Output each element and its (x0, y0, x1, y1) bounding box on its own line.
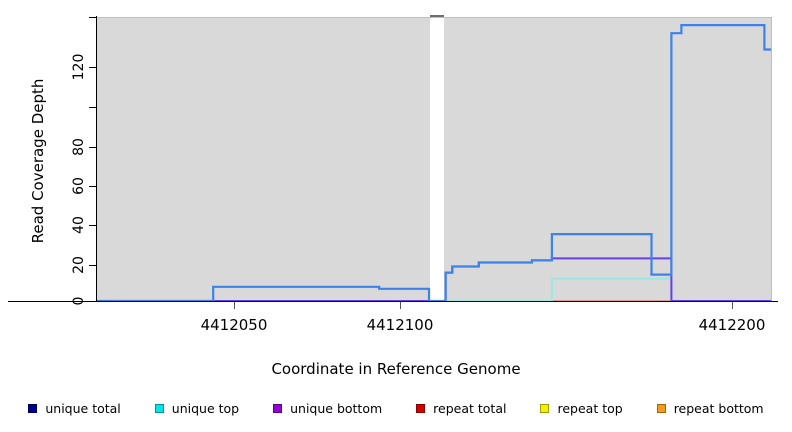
legend-item-unique-top[interactable]: unique top (154, 400, 240, 416)
legend-swatch-icon-repeat-top (540, 403, 550, 413)
x-tick-4412200 (732, 302, 733, 309)
series-unique-total (97, 25, 771, 301)
legend-item-unique-total[interactable]: unique total (28, 400, 121, 416)
legend: unique total unique top unique bottom repea… (0, 398, 792, 418)
x-tick-label-4412200: 4412200 (698, 316, 766, 334)
y-tick-60 (89, 186, 96, 187)
plot-panel (97, 15, 771, 301)
legend-item-unique-bottom[interactable]: unique bottom (273, 401, 382, 416)
y-tick-label-0: 0 (71, 296, 87, 306)
legend-swatch-icon-repeat-bottom (656, 403, 666, 413)
y-tick-label-120: 120 (71, 53, 87, 81)
y-tick-0 (89, 301, 96, 302)
y-tick-100 (89, 107, 96, 108)
series-unique-top (97, 279, 771, 301)
x-axis-line (8, 301, 778, 302)
x-tick-label-4412050: 4412050 (200, 316, 268, 334)
legend-swatch-icon-repeat-total (416, 403, 426, 413)
y-tick-label-60: 60 (71, 177, 87, 195)
legend-label: unique total (45, 400, 121, 416)
x-tick-label-4412100: 4412100 (366, 316, 434, 334)
legend-item-repeat-bottom[interactable]: repeat bottom (656, 400, 764, 416)
legend-label: unique top (171, 400, 240, 416)
series-layer (97, 17, 771, 301)
legend-label: unique bottom (290, 400, 383, 416)
x-tick-4412050 (234, 302, 235, 309)
legend-label: repeat top (557, 400, 623, 416)
y-tick-label-80: 80 (71, 138, 87, 156)
y-tick-40 (89, 225, 96, 226)
coverage-gap-region (430, 17, 444, 301)
y-tick-120 (89, 67, 96, 68)
legend-swatch-icon-unique-total (28, 403, 38, 413)
y-tick-80 (89, 147, 96, 148)
legend-swatch-icon-unique-bottom (273, 403, 283, 413)
y-axis-line (96, 16, 97, 302)
y-tick-label-20: 20 (71, 256, 87, 274)
legend-label: repeat bottom (673, 400, 764, 416)
legend-item-repeat-top[interactable]: repeat top (540, 400, 623, 416)
y-axis-title: Read Coverage Depth (29, 78, 47, 244)
legend-swatch-icon-unique-top (154, 403, 164, 413)
y-tick-label-40: 40 (71, 216, 87, 234)
legend-item-repeat-total[interactable]: repeat total (416, 401, 506, 416)
gap-top-marker (430, 15, 444, 18)
y-tick-20 (89, 265, 96, 266)
y-tick-140 (89, 17, 96, 18)
x-tick-4412100 (400, 302, 401, 309)
x-axis-title: Coordinate in Reference Genome (271, 360, 521, 378)
legend-label: repeat total (433, 400, 507, 416)
